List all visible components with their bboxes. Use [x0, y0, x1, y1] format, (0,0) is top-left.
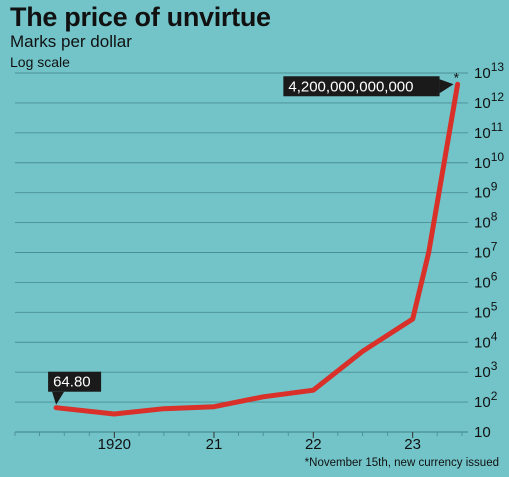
data-label-pointer	[439, 79, 454, 94]
y-tick-label: 1010	[474, 150, 504, 172]
data-label-pointer	[52, 391, 65, 405]
data-label-box	[283, 76, 440, 97]
x-tick-label: 21	[206, 436, 223, 453]
x-tick-label: 23	[404, 436, 421, 453]
y-tick-label: 104	[474, 329, 498, 351]
chart-subtitle: Marks per dollar	[10, 32, 132, 51]
chart-title: The price of unvirtue	[10, 2, 271, 32]
data-label: 4,200,000,000,000 *	[283, 69, 460, 97]
scale-note: Log scale	[10, 54, 70, 70]
y-tick-label: 102	[474, 389, 498, 411]
data-label-marker: *	[454, 69, 460, 85]
y-tick-label: 108	[474, 210, 498, 232]
y-tick-label: 105	[474, 299, 498, 321]
y-tick-label: 1013	[474, 60, 504, 82]
data-label-box	[48, 371, 102, 392]
data-label: 64.80	[48, 371, 102, 405]
x-tick-label: 1920	[98, 436, 131, 453]
y-tick-label: 106	[474, 269, 498, 291]
x-tick-label: 22	[305, 436, 322, 453]
y-tick-label: 1011	[474, 120, 503, 142]
y-tick-label: 109	[474, 180, 498, 202]
footnote: *November 15th, new currency issued	[304, 457, 499, 469]
y-tick-label: 103	[474, 359, 498, 381]
y-tick-label: 10	[474, 424, 491, 441]
y-tick-label: 1012	[474, 90, 504, 112]
data-label-text: 64.80	[53, 374, 91, 391]
series-line	[53, 81, 461, 417]
y-tick-label: 107	[474, 240, 498, 262]
data-label-text: 4,200,000,000,000	[288, 78, 413, 95]
